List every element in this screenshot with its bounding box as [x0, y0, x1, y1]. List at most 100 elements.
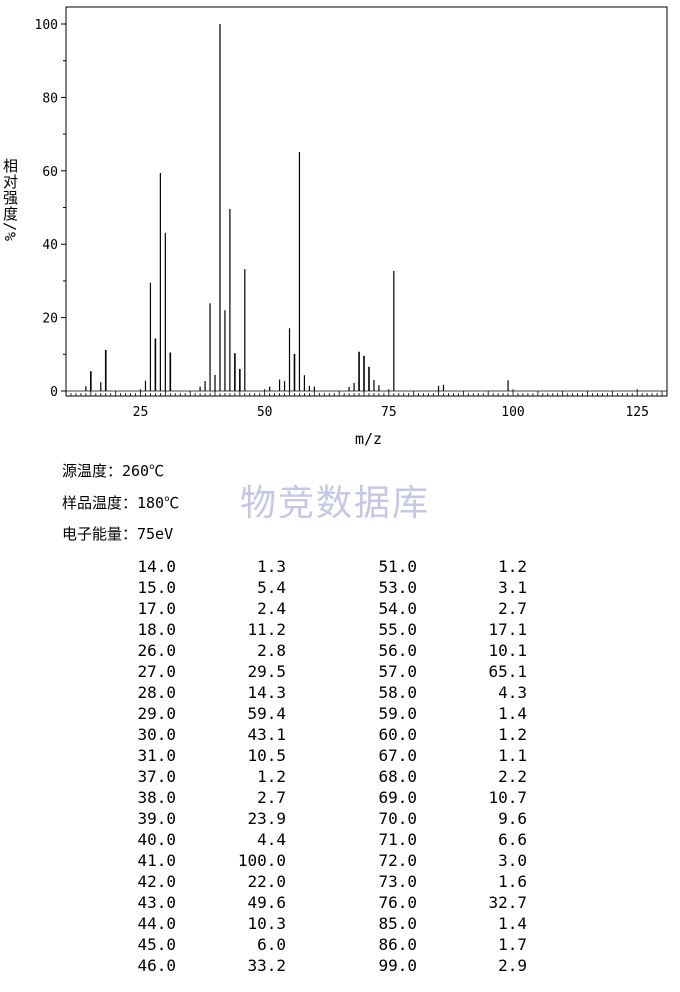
intensity-cell: 23.9	[247, 809, 286, 828]
mz-cell: 55.0	[378, 620, 417, 639]
x-tick-label: 50	[257, 405, 273, 420]
sample-temperature: 样品温度：180℃	[62, 494, 180, 512]
mz-cell: 17.0	[137, 599, 176, 618]
intensity-cell: 29.5	[247, 662, 286, 681]
intensity-cell: 43.1	[247, 725, 286, 744]
intensity-cell: 59.4	[247, 704, 286, 723]
table-row: 17.0 2.4 54.0 2.7	[116, 598, 527, 619]
table-row: 29.0 59.4 59.0 1.4	[116, 703, 527, 724]
chart-axes	[61, 6, 668, 397]
mz-cell: 73.0	[378, 872, 417, 891]
intensity-cell: 11.2	[247, 620, 286, 639]
mz-cell: 59.0	[378, 704, 417, 723]
x-tick-label: 100	[501, 405, 524, 420]
mz-cell: 26.0	[137, 641, 176, 660]
intensity-cell: 1.2	[498, 557, 527, 576]
chart-bars	[85, 24, 509, 391]
mz-cell: 14.0	[137, 557, 176, 576]
mz-cell: 72.0	[378, 851, 417, 870]
intensity-cell: 6.0	[257, 935, 286, 954]
intensity-cell: 4.4	[257, 830, 286, 849]
mz-cell: 40.0	[137, 830, 176, 849]
intensity-cell: 3.1	[498, 578, 527, 597]
intensity-cell: 3.0	[498, 851, 527, 870]
intensity-cell: 2.7	[498, 599, 527, 618]
y-tick-label: 100	[35, 18, 58, 33]
intensity-cell: 10.1	[488, 641, 527, 660]
mz-cell: 15.0	[137, 578, 176, 597]
plot-frame	[65, 6, 668, 397]
intensity-cell: 4.3	[498, 683, 527, 702]
peak-table-body: 14.0 1.3 51.0 1.2 15.0 5.4 53.0 3.1 17.0 2.4 54.0 2…	[116, 556, 527, 976]
table-row: 39.0 23.9 70.0 9.6	[116, 808, 527, 829]
intensity-cell: 17.1	[488, 620, 527, 639]
intensity-cell: 10.3	[247, 914, 286, 933]
table-row: 31.0 10.5 67.0 1.1	[116, 745, 527, 766]
mz-cell: 60.0	[378, 725, 417, 744]
intensity-cell: 2.7	[257, 788, 286, 807]
mz-cell: 58.0	[378, 683, 417, 702]
intensity-cell: 49.6	[247, 893, 286, 912]
mz-cell: 46.0	[137, 956, 176, 975]
mz-cell: 76.0	[378, 893, 417, 912]
table-row: 38.0 2.7 69.0 10.7	[116, 787, 527, 808]
table-row: 27.0 29.5 57.0 65.1	[116, 661, 527, 682]
intensity-cell: 1.7	[498, 935, 527, 954]
intensity-cell: 14.3	[247, 683, 286, 702]
x-tick-label: 25	[133, 405, 149, 420]
table-row: 45.0 6.0 86.0 1.7	[116, 934, 527, 955]
mz-cell: 54.0	[378, 599, 417, 618]
intensity-cell: 32.7	[488, 893, 527, 912]
mz-cell: 44.0	[137, 914, 176, 933]
table-row: 44.0 10.3 85.0 1.4	[116, 913, 527, 934]
electron-energy: 电子能量：75eV	[62, 525, 174, 543]
intensity-cell: 2.9	[498, 956, 527, 975]
mass-spectrum-chart: 0 20 40 60 80 100 25 50 75 100 125 m/z 相对强度/%	[1, 6, 668, 448]
y-tick-label: 20	[42, 312, 58, 327]
mz-cell: 99.0	[378, 956, 417, 975]
intensity-cell: 1.4	[498, 704, 527, 723]
watermark-text: 物竞数据库	[240, 483, 431, 524]
intensity-cell: 1.1	[498, 746, 527, 765]
source-temperature: 源温度：260℃	[62, 462, 165, 480]
table-row: 40.0 4.4 71.0 6.6	[116, 829, 527, 850]
table-row: 46.0 33.2 99.0 2.9	[116, 955, 527, 976]
table-row: 14.0 1.3 51.0 1.2	[116, 556, 527, 577]
mz-cell: 18.0	[137, 620, 176, 639]
mz-cell: 28.0	[137, 683, 176, 702]
intensity-cell: 6.6	[498, 830, 527, 849]
mz-cell: 85.0	[378, 914, 417, 933]
intensity-cell: 1.6	[498, 872, 527, 891]
table-row: 15.0 5.4 53.0 3.1	[116, 577, 527, 598]
peak-table: 14.0 1.3 51.0 1.2 15.0 5.4 53.0 3.1 17.0 2.4 54.0 2…	[116, 556, 527, 976]
mz-cell: 53.0	[378, 578, 417, 597]
table-row: 37.0 1.2 68.0 2.2	[116, 766, 527, 787]
mz-cell: 43.0	[137, 893, 176, 912]
table-row: 43.0 49.6 76.0 32.7	[116, 892, 527, 913]
intensity-cell: 5.4	[257, 578, 286, 597]
intensity-cell: 100.0	[237, 851, 286, 870]
intensity-cell: 2.4	[257, 599, 286, 618]
mz-cell: 29.0	[137, 704, 176, 723]
mz-cell: 67.0	[378, 746, 417, 765]
intensity-cell: 1.2	[257, 767, 286, 786]
mz-cell: 38.0	[137, 788, 176, 807]
mz-cell: 70.0	[378, 809, 417, 828]
mz-cell: 30.0	[137, 725, 176, 744]
mz-cell: 39.0	[137, 809, 176, 828]
mz-cell: 31.0	[137, 746, 176, 765]
mz-cell: 68.0	[378, 767, 417, 786]
mz-cell: 41.0	[137, 851, 176, 870]
intensity-cell: 1.2	[498, 725, 527, 744]
mz-cell: 37.0	[137, 767, 176, 786]
chart-labels: 0 20 40 60 80 100 25 50 75 100 125 m/z 相对强度/%	[1, 18, 649, 448]
intensity-cell: 2.2	[498, 767, 527, 786]
intensity-cell: 1.4	[498, 914, 527, 933]
intensity-cell: 1.3	[257, 557, 286, 576]
x-tick-label: 75	[381, 405, 397, 420]
y-tick-label: 0	[50, 385, 58, 400]
intensity-cell: 65.1	[488, 662, 527, 681]
intensity-cell: 10.5	[247, 746, 286, 765]
intensity-cell: 9.6	[498, 809, 527, 828]
mz-cell: 56.0	[378, 641, 417, 660]
